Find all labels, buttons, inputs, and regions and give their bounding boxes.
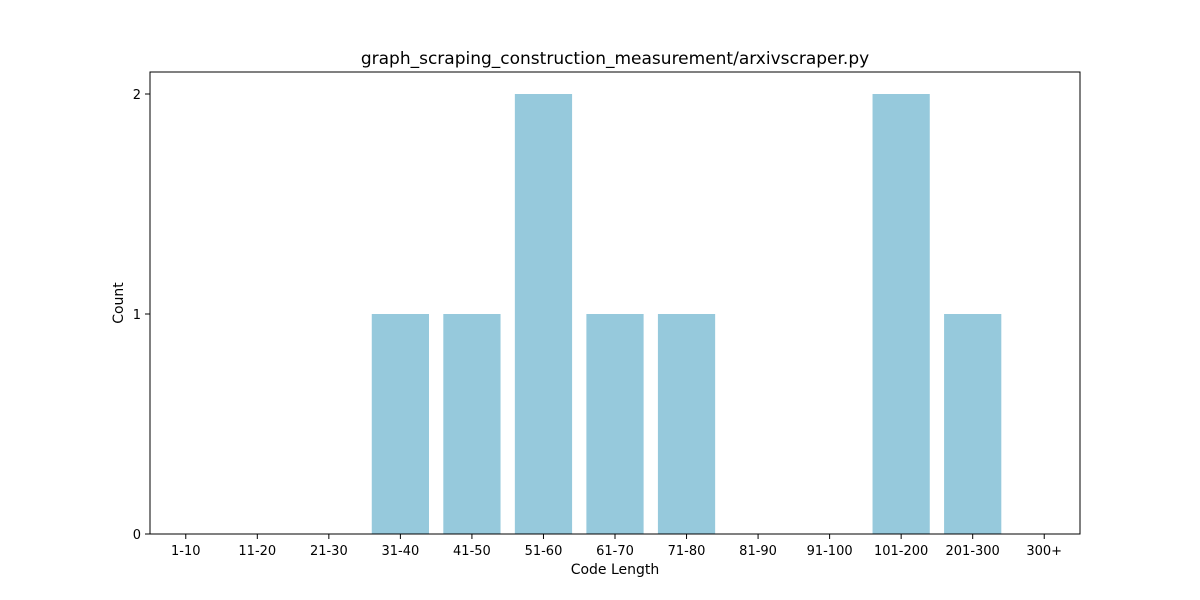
ticks-layer: 1-10 11-20 21-30 31-40 41-50 51-60 61-70 71-80 8… (133, 88, 1062, 559)
bar-71-80 (657, 314, 716, 534)
x-tick-label: 61-70 (596, 544, 634, 559)
x-tick-label: 1-10 (171, 544, 201, 559)
x-tick-label: 91-100 (807, 544, 853, 559)
chart-title: graph_scraping_construction_measurement/… (361, 49, 869, 69)
x-tick-label: 11-20 (238, 544, 276, 559)
x-tick-label: 41-50 (453, 544, 491, 559)
y-tick-label: 1 (133, 308, 141, 323)
x-tick-label: 31-40 (381, 544, 419, 559)
bar-61-70 (586, 314, 644, 534)
x-tick-label: 81-90 (739, 544, 777, 559)
x-axis-label: Code Length (571, 562, 660, 578)
bars-layer (371, 94, 1002, 534)
y-tick-label: 2 (133, 88, 141, 103)
x-tick-label: 51-60 (525, 544, 563, 559)
y-axis-label: Count (111, 282, 127, 324)
x-tick-label: 71-80 (668, 544, 706, 559)
bar-201-300 (944, 314, 1002, 534)
x-tick-label: 201-300 (946, 544, 1000, 559)
y-tick-label: 0 (133, 528, 141, 543)
x-tick-label: 21-30 (310, 544, 348, 559)
bar-51-60 (514, 94, 573, 534)
bar-31-40 (371, 314, 429, 534)
plot-area-frame (149, 71, 1081, 535)
x-tick-label: 101-200 (874, 544, 928, 559)
bar-101-200 (872, 94, 930, 534)
bar-41-50 (443, 314, 501, 534)
x-tick-label: 300+ (1026, 544, 1062, 559)
